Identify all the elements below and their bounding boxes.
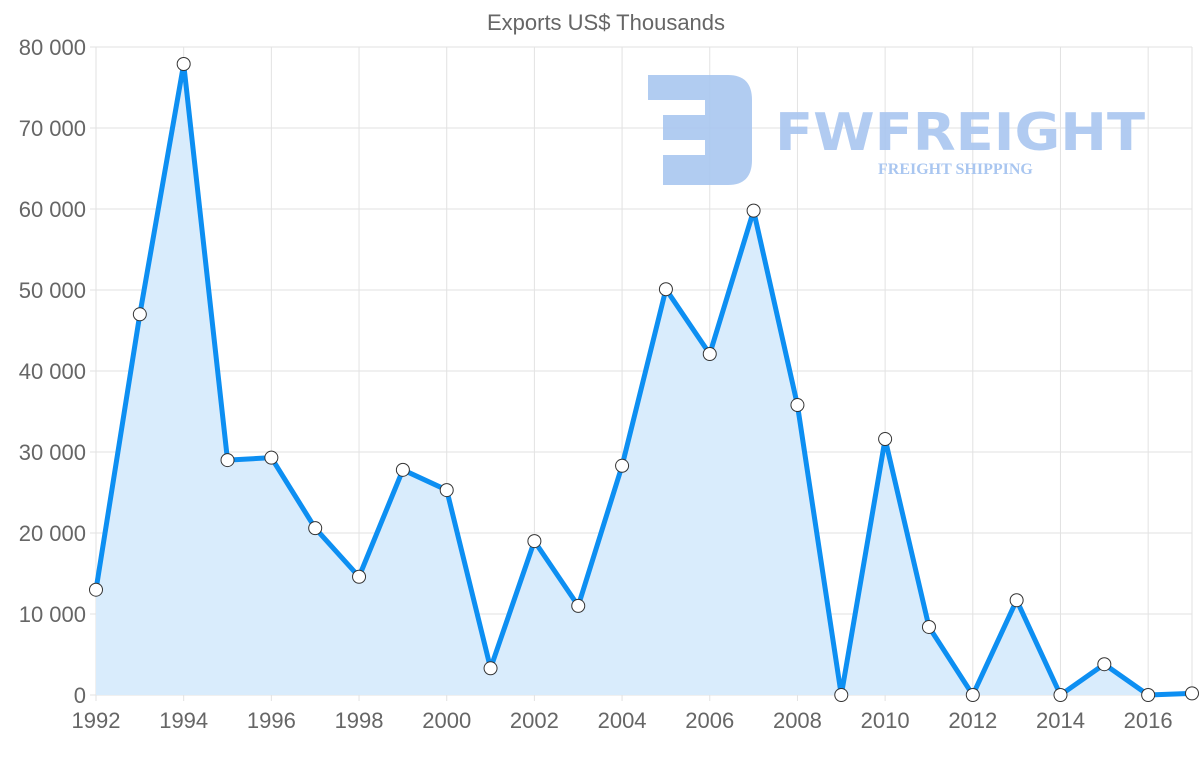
data-point-2001[interactable] — [483, 661, 498, 676]
x-tick-label: 1996 — [247, 708, 296, 733]
data-point-2013[interactable] — [1009, 593, 1024, 608]
data-point-2015[interactable] — [1097, 657, 1112, 672]
data-point-1993[interactable] — [132, 307, 147, 322]
x-tick-label: 2010 — [861, 708, 910, 733]
watermark-tagline: FREIGHT SHIPPING — [878, 161, 1033, 178]
data-point-2007[interactable] — [746, 203, 761, 218]
y-tick-label: 50 000 — [19, 278, 86, 303]
data-point-2017[interactable] — [1185, 686, 1199, 701]
data-point-1994[interactable] — [176, 57, 191, 72]
x-tick-label: 2004 — [598, 708, 647, 733]
y-tick-label: 0 — [74, 683, 86, 708]
x-tick-label: 2014 — [1036, 708, 1085, 733]
y-tick-label: 70 000 — [19, 116, 86, 141]
data-point-2008[interactable] — [790, 398, 805, 413]
y-tick-label: 40 000 — [19, 359, 86, 384]
y-tick-label: 20 000 — [19, 521, 86, 546]
data-point-2004[interactable] — [615, 458, 630, 473]
data-point-2016[interactable] — [1141, 688, 1156, 702]
data-point-2005[interactable] — [658, 282, 673, 297]
data-point-2006[interactable] — [702, 346, 717, 361]
watermark-name: FWFREIGHT — [775, 103, 1146, 163]
data-point-2010[interactable] — [878, 432, 893, 447]
data-point-1995[interactable] — [220, 453, 235, 468]
watermark-logo: FWFREIGHT FREIGHT SHIPPING — [648, 75, 1146, 185]
data-point-2014[interactable] — [1053, 688, 1068, 702]
data-point-2002[interactable] — [527, 534, 542, 549]
data-point-2000[interactable] — [439, 483, 454, 498]
x-tick-label: 1998 — [335, 708, 384, 733]
x-tick-label: 2012 — [948, 708, 997, 733]
data-point-2009[interactable] — [834, 688, 849, 702]
y-tick-label: 80 000 — [19, 35, 86, 60]
series-line — [93, 61, 1193, 698]
data-point-1992[interactable] — [89, 582, 103, 597]
data-point-1996[interactable] — [264, 450, 279, 465]
chart-title: Exports US$ Thousands — [487, 10, 725, 35]
data-point-1998[interactable] — [352, 569, 367, 584]
data-point-2012[interactable] — [965, 688, 980, 702]
data-point-1999[interactable] — [395, 462, 410, 477]
x-tick-label: 2016 — [1124, 708, 1173, 733]
x-tick-label: 1994 — [159, 708, 208, 733]
x-tick-label: 2008 — [773, 708, 822, 733]
x-tick-label: 1992 — [72, 708, 121, 733]
x-tick-label: 2000 — [422, 708, 471, 733]
data-point-2011[interactable] — [921, 619, 936, 634]
data-point-1997[interactable] — [308, 521, 323, 536]
x-tick-label: 2006 — [685, 708, 734, 733]
x-tick-label: 2002 — [510, 708, 559, 733]
y-tick-label: 60 000 — [19, 197, 86, 222]
data-point-2003[interactable] — [571, 598, 586, 613]
y-tick-label: 30 000 — [19, 440, 86, 465]
y-tick-label: 10 000 — [19, 602, 86, 627]
